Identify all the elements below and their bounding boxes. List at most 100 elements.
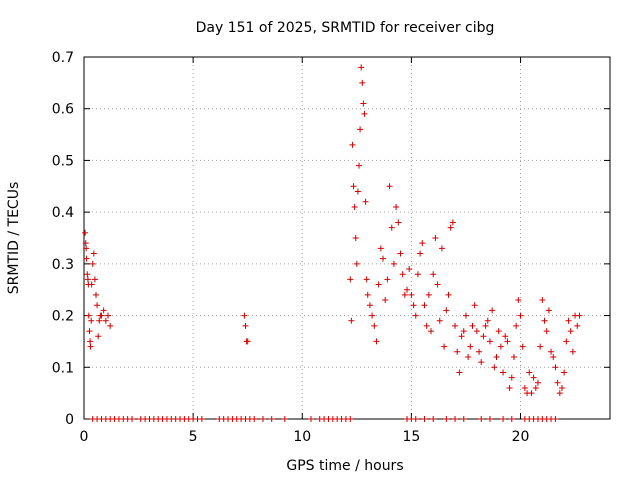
y-axis-label: SRMTID / TECUs (6, 182, 22, 295)
y-tick-label: 0.4 (52, 205, 74, 221)
data-point (390, 260, 397, 267)
data-point (495, 328, 502, 335)
data-point (87, 338, 94, 345)
data-point (565, 317, 572, 324)
data-point (469, 322, 476, 329)
data-point (526, 369, 533, 376)
data-point (539, 297, 546, 304)
data-point (281, 416, 288, 422)
data-point (434, 281, 441, 288)
data-point (349, 141, 356, 148)
data-point (458, 333, 465, 340)
x-tick-label: 5 (189, 429, 198, 445)
data-point (515, 297, 522, 304)
data-point (96, 317, 103, 324)
data-point (513, 322, 520, 329)
y-tick-label: 0.2 (52, 309, 74, 325)
data-point (421, 416, 428, 422)
data-point (94, 302, 101, 309)
data-point (350, 183, 357, 190)
y-tick-label: 0 (65, 412, 74, 428)
data-point (508, 416, 515, 422)
data-point (554, 379, 561, 386)
x-tick-label: 20 (512, 429, 530, 445)
data-point (380, 255, 387, 262)
data-point (375, 281, 382, 288)
data-point (430, 416, 437, 422)
data-point (452, 322, 459, 329)
x-tick-label: 10 (293, 429, 311, 445)
data-point (548, 348, 555, 355)
data-point (574, 322, 581, 329)
data-point (530, 374, 537, 381)
data-point (438, 245, 445, 252)
data-point (307, 416, 314, 422)
data-point (386, 183, 393, 190)
data-point (452, 416, 459, 422)
data-point (82, 229, 89, 236)
data-point (456, 369, 463, 376)
x-axis-ticks: 0 5 10 15 20 (80, 57, 530, 445)
data-point (558, 384, 565, 391)
data-point (506, 384, 513, 391)
data-point (532, 384, 539, 391)
data-point (432, 235, 439, 241)
data-point (500, 369, 507, 376)
data-point (359, 79, 366, 86)
data-point (412, 416, 419, 422)
data-point (404, 286, 411, 293)
data-point (428, 328, 435, 335)
data-point (449, 219, 456, 226)
data-point (89, 260, 96, 267)
data-point (421, 302, 428, 309)
data-point (102, 317, 109, 324)
data-point (347, 416, 354, 422)
data-point (98, 312, 105, 319)
data-point (242, 322, 249, 329)
y-axis-ticks: 0 0.1 0.2 0.3 0.4 0.5 0.6 0.7 (52, 50, 610, 428)
data-point (348, 317, 355, 324)
data-point (406, 266, 413, 273)
data-point (352, 235, 359, 241)
data-point (362, 198, 369, 205)
data-point (399, 271, 406, 278)
data-point (441, 343, 448, 350)
data-point (425, 291, 432, 298)
data-point (517, 312, 524, 319)
data-point (443, 307, 450, 314)
data-point (471, 302, 478, 309)
data-point (545, 307, 552, 314)
data-point (569, 348, 576, 355)
data-point (491, 364, 498, 371)
data-point (500, 416, 507, 422)
data-point (241, 312, 248, 319)
chart-title: Day 151 of 2025, SRMTID for receiver cib… (196, 20, 495, 36)
data-point (550, 353, 557, 360)
data-point (486, 416, 493, 422)
data-point (393, 203, 400, 210)
data-point (83, 245, 90, 252)
data-point (521, 384, 528, 391)
data-point (537, 343, 544, 350)
data-point (567, 328, 574, 335)
data-point (541, 317, 548, 324)
data-point (347, 276, 354, 283)
data-point (465, 353, 472, 360)
data-point (419, 240, 426, 247)
data-point (88, 317, 95, 324)
data-point (497, 343, 504, 350)
data-point (360, 100, 367, 107)
data-points (82, 64, 583, 422)
y-tick-label: 0.1 (52, 360, 74, 376)
data-point (361, 110, 368, 117)
data-point (478, 359, 485, 366)
data-point (358, 64, 365, 71)
data-point (410, 302, 417, 309)
data-point (401, 291, 408, 298)
data-point (395, 219, 402, 226)
data-point (430, 271, 437, 278)
data-point (382, 297, 389, 304)
data-point (244, 338, 251, 345)
data-point (251, 416, 258, 422)
